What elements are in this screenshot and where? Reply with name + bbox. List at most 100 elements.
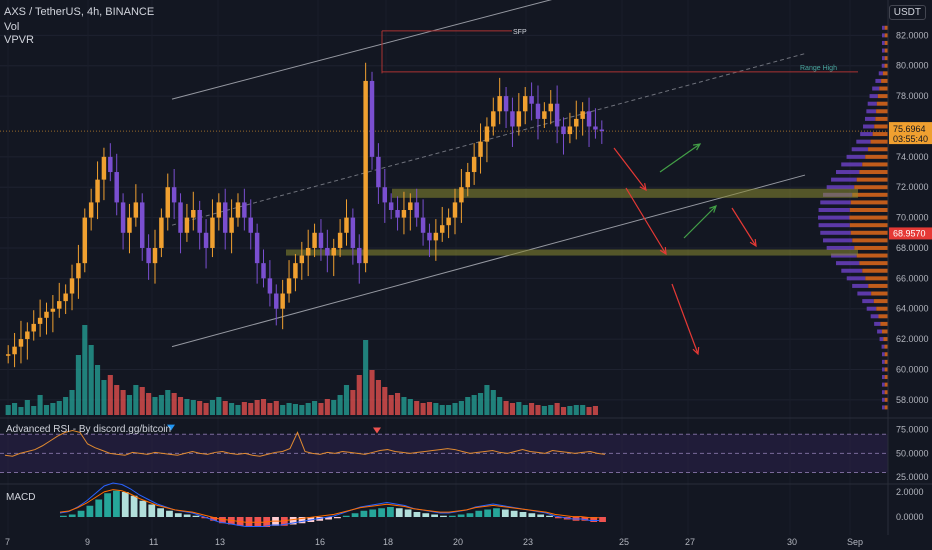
vpvr-bar-orange — [873, 299, 888, 304]
volume-bar — [146, 393, 152, 415]
candle-body — [350, 217, 356, 248]
macd-histogram-bar — [157, 508, 164, 517]
candle-body — [18, 339, 24, 347]
vpvr-bar-purple — [836, 261, 860, 266]
volume-bar — [414, 401, 420, 415]
candle-body — [363, 80, 368, 264]
vpvr-bar-orange — [876, 109, 888, 114]
vpvr-bar-purple — [820, 200, 851, 205]
macd-histogram-bar — [210, 517, 218, 521]
vpvr-bar-orange — [854, 245, 888, 250]
macd-histogram-bar — [60, 515, 67, 517]
volume-bar — [586, 407, 592, 415]
time-tick-label: 25 — [619, 537, 629, 547]
currency-button[interactable]: USDT — [888, 5, 926, 20]
volume-bar — [18, 407, 24, 415]
volume-bar — [286, 403, 292, 415]
volume-bar — [133, 385, 139, 415]
macd-histogram-bar — [493, 508, 500, 517]
rsi-pane: 75.0000 50.0000 25.0000 — [0, 425, 929, 482]
volume-bar — [209, 400, 215, 415]
candle-body — [459, 187, 464, 203]
price-tick-label: 70.0000 — [896, 213, 929, 223]
volume-bar — [177, 397, 184, 415]
candle-body — [76, 263, 81, 279]
macd-histogram-bar — [219, 517, 226, 524]
volume-bar — [12, 403, 18, 415]
vpvr-bar-orange — [883, 337, 888, 342]
vpvr-bar-orange — [874, 124, 888, 129]
candle-body — [82, 217, 88, 264]
price-tick-label: 68.0000 — [896, 243, 929, 253]
symbol-title: AXS / TetherUS, 4h, BINANCE — [4, 6, 155, 18]
volume-bar — [82, 325, 88, 415]
macd-histogram-bar — [104, 493, 111, 517]
volume-bar — [312, 401, 318, 415]
macd-histogram-bar — [183, 514, 191, 517]
price-tick-label: 62.0000 — [896, 334, 929, 344]
volume-bar — [471, 395, 477, 415]
vpvr-bar-purple — [856, 139, 871, 144]
macd-histogram-bar — [325, 517, 332, 520]
macd-histogram-bar — [280, 517, 288, 526]
vpvr-bar-purple — [870, 314, 879, 319]
price-tick-label: 58.0000 — [896, 395, 929, 405]
volume-bar — [158, 395, 164, 415]
macd-histogram-bar — [148, 504, 156, 517]
volume-bar — [56, 401, 62, 415]
volume-bar — [305, 403, 311, 415]
candle-body — [133, 202, 139, 218]
vpvr-bar-orange — [859, 170, 888, 175]
arrow-red — [671, 283, 699, 355]
rsi-tick-label: 50.0000 — [896, 448, 929, 458]
candle-body — [357, 247, 362, 264]
macd-histogram-bar — [501, 509, 509, 517]
volume-bar — [407, 399, 413, 415]
vpvr-bar-orange — [852, 192, 888, 197]
candle-body — [593, 126, 598, 130]
rsi-signal-marker — [373, 427, 381, 434]
volume-bar — [395, 393, 401, 415]
macd-histogram-bar — [369, 509, 377, 517]
volume-bar — [197, 401, 203, 415]
candlesticks — [5, 62, 605, 368]
macd-histogram-bar — [289, 517, 297, 525]
macd-histogram-bar — [387, 507, 394, 517]
macd-histogram-bar — [121, 492, 129, 517]
vpvr-bar-orange — [881, 78, 888, 83]
time-tick-label: 27 — [685, 537, 695, 547]
candle-body — [37, 317, 43, 324]
last-price-label: 75.6964 — [893, 124, 926, 134]
volume-bar — [63, 397, 69, 415]
volume-bar — [69, 390, 75, 415]
macd-histogram-bar — [581, 517, 589, 521]
vpvr-bar-purple — [851, 147, 869, 152]
arrow-red — [625, 187, 667, 255]
vpvr-bar-orange — [880, 321, 888, 326]
volume-bar — [229, 403, 235, 415]
volume-bar — [235, 405, 241, 415]
arrow-red-head — [639, 183, 647, 192]
candle-body — [216, 202, 222, 218]
candle-body — [561, 126, 566, 135]
vpvr-bar-purple — [866, 306, 877, 311]
candle-body — [478, 141, 483, 157]
time-tick-label: 18 — [383, 537, 393, 547]
candle-body — [63, 293, 68, 302]
volume-bar — [477, 393, 484, 415]
volume-bar — [560, 407, 567, 415]
volume-bar — [337, 395, 343, 415]
price-tick-label: 78.0000 — [896, 91, 929, 101]
candle-body — [248, 217, 253, 233]
vpvr-bar-orange — [879, 86, 888, 91]
vpvr-bar-orange — [850, 230, 888, 235]
volume-bar — [363, 340, 369, 415]
vpvr-bar-orange — [868, 147, 888, 152]
candle-body — [312, 232, 317, 248]
vpvr-bar-orange — [878, 314, 888, 319]
vpvr-bar-purple — [874, 321, 881, 326]
vpvr-bar-purple — [882, 367, 885, 372]
candle-body — [510, 111, 515, 127]
vpvr-bar-purple — [882, 40, 885, 45]
